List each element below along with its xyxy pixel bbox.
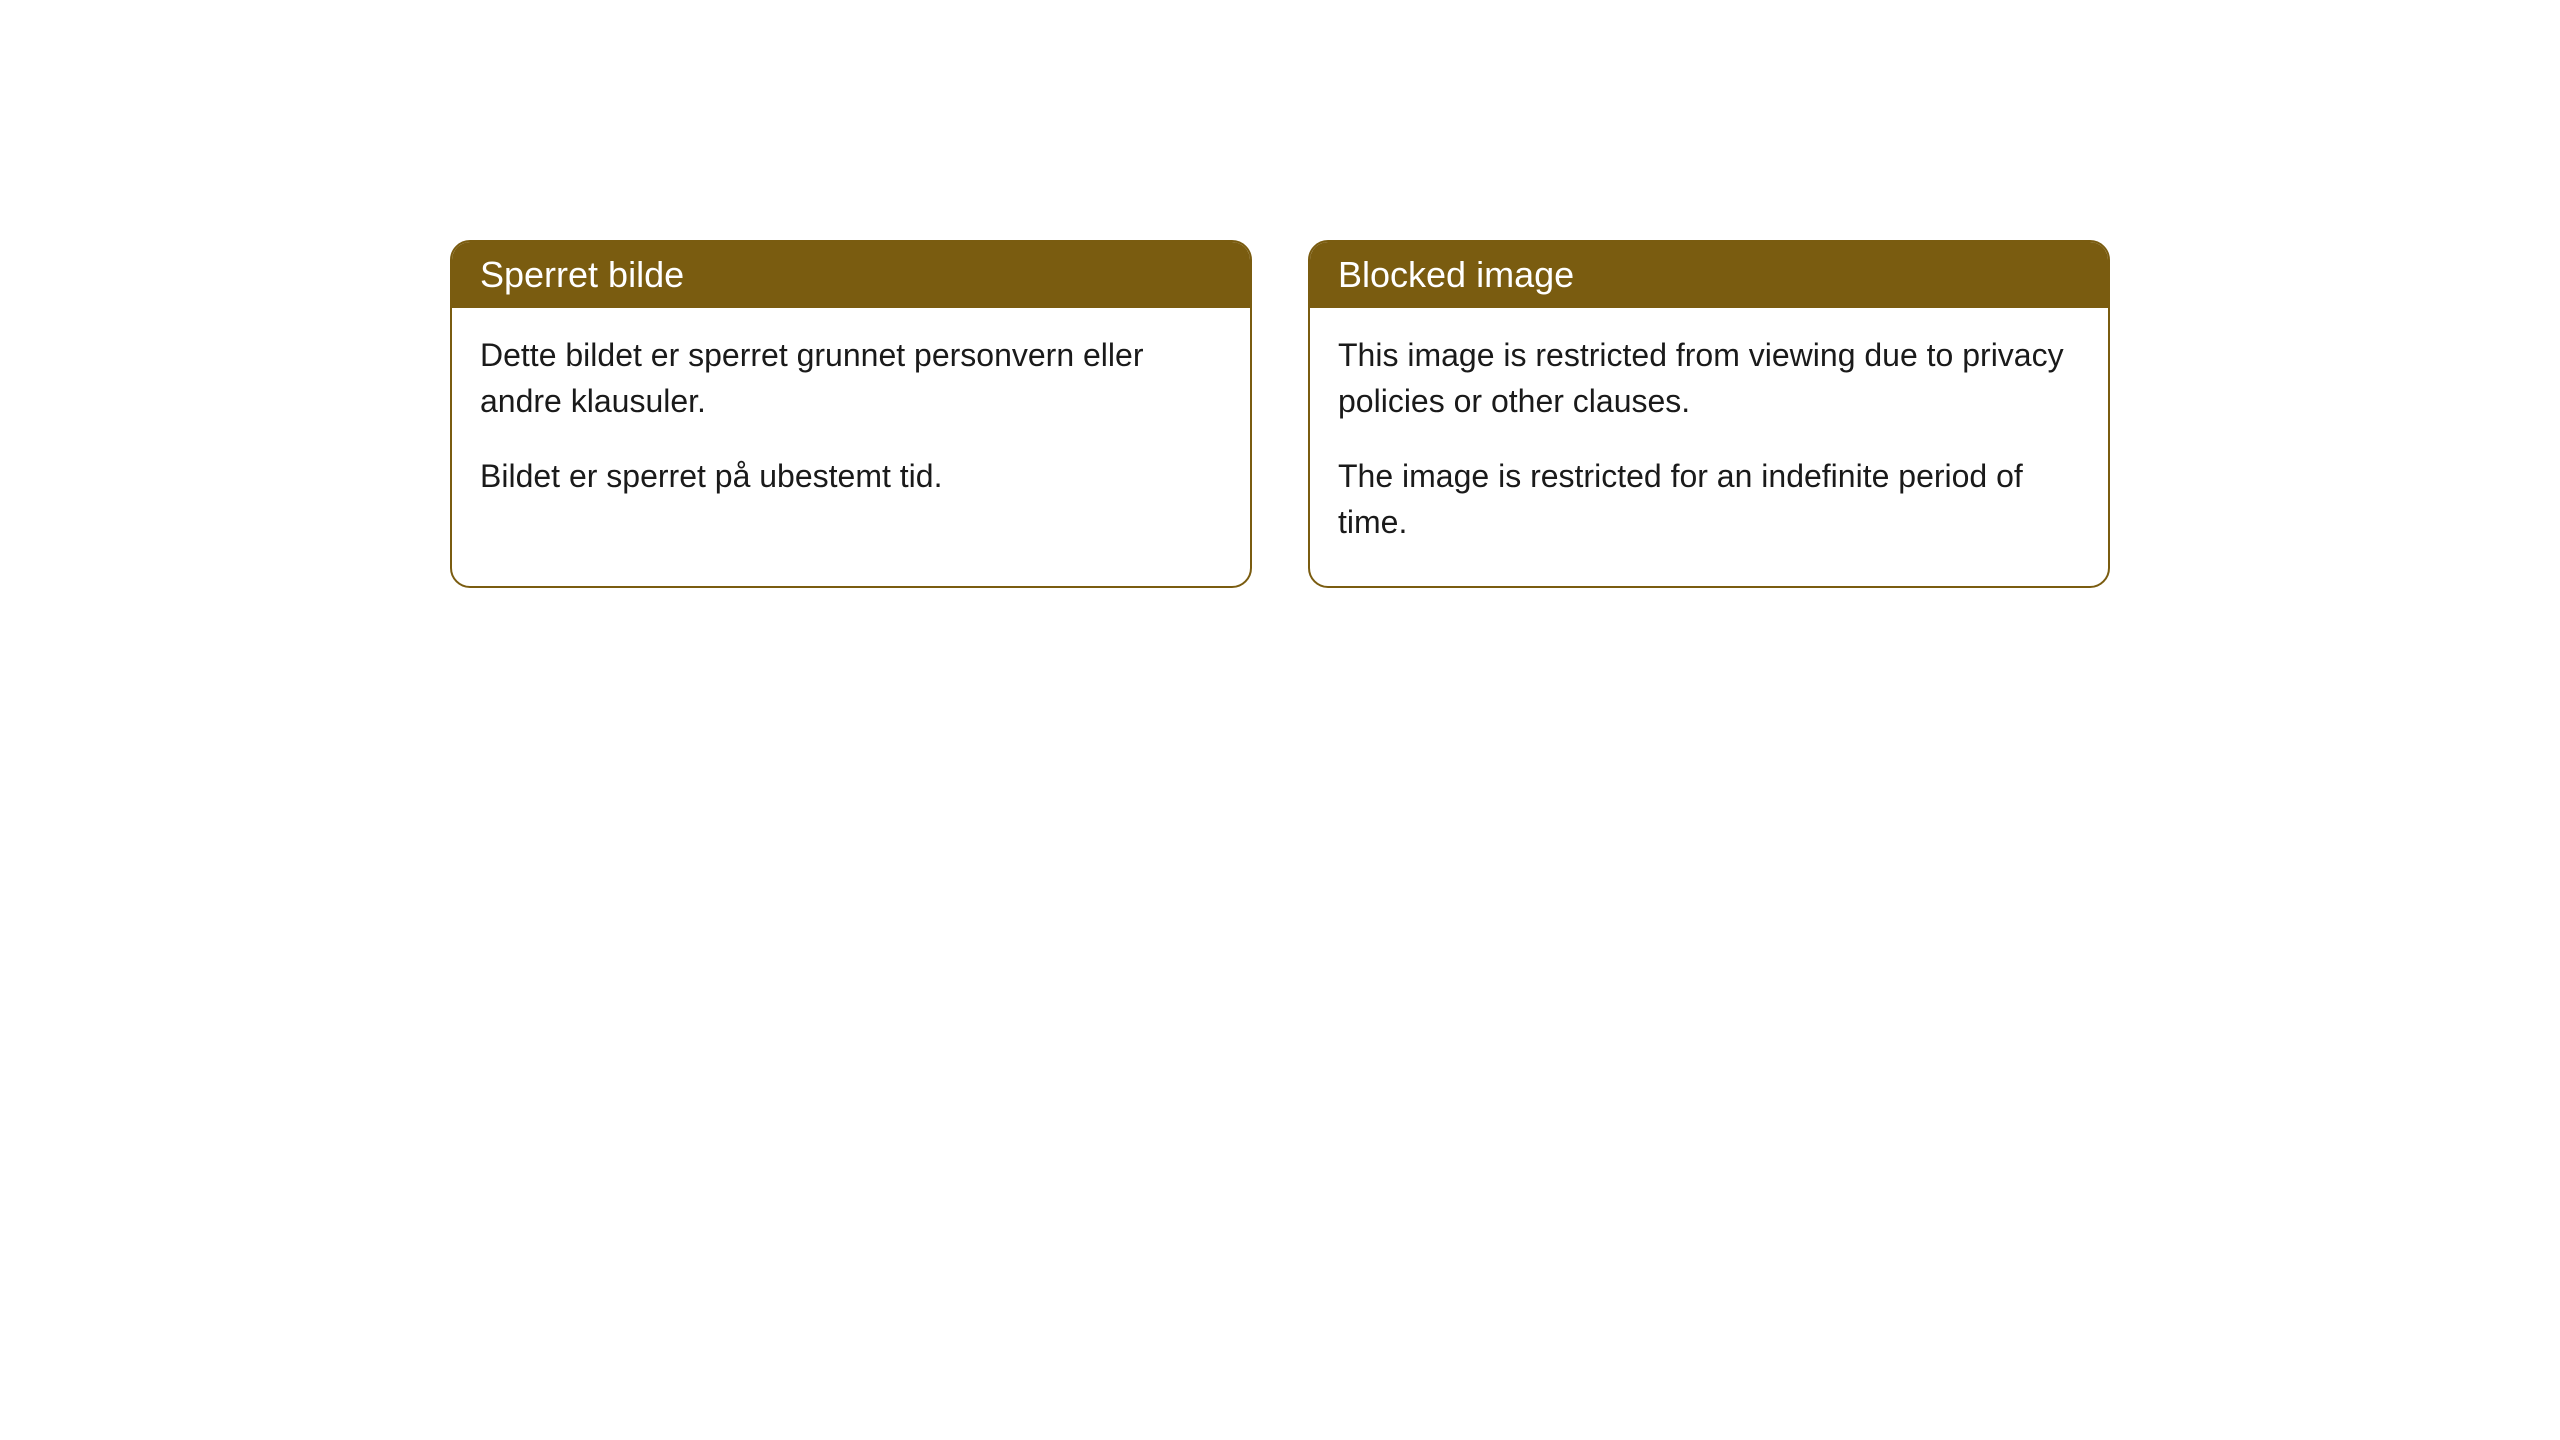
notice-paragraph-2: The image is restricted for an indefinit… [1338,453,2080,546]
card-header-english: Blocked image [1310,242,2108,308]
notice-paragraph-1: This image is restricted from viewing du… [1338,332,2080,425]
notice-cards-container: Sperret bilde Dette bildet er sperret gr… [450,240,2110,588]
card-body-english: This image is restricted from viewing du… [1310,308,2108,586]
blocked-image-card-english: Blocked image This image is restricted f… [1308,240,2110,588]
card-body-norwegian: Dette bildet er sperret grunnet personve… [452,308,1250,539]
notice-paragraph-2: Bildet er sperret på ubestemt tid. [480,453,1222,499]
blocked-image-card-norwegian: Sperret bilde Dette bildet er sperret gr… [450,240,1252,588]
card-header-norwegian: Sperret bilde [452,242,1250,308]
notice-paragraph-1: Dette bildet er sperret grunnet personve… [480,332,1222,425]
